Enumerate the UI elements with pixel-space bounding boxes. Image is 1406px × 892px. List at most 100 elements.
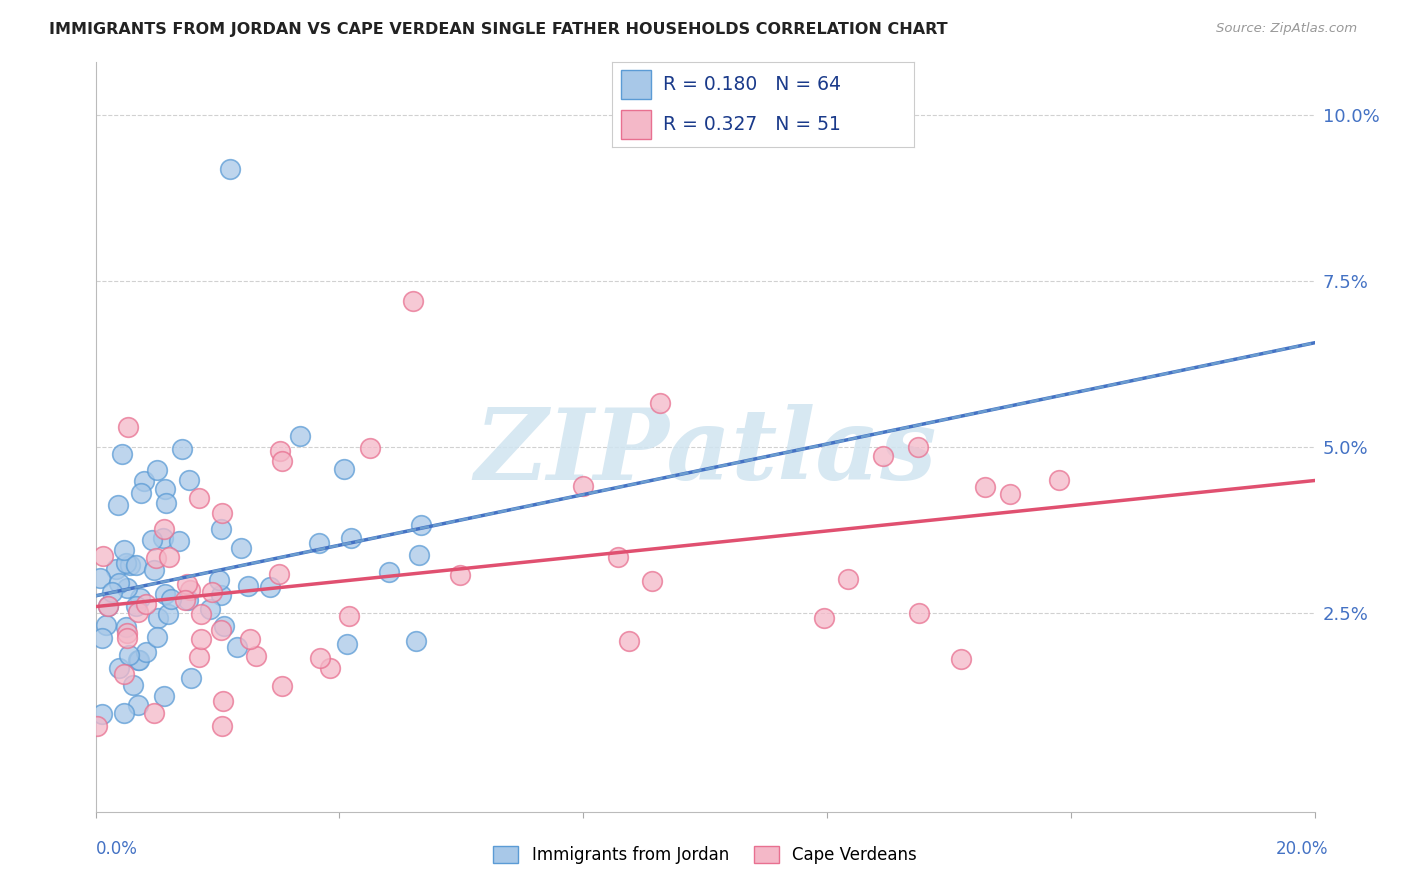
Point xyxy=(319,661,342,675)
Point xyxy=(208,574,231,588)
Point xyxy=(118,558,141,573)
Point xyxy=(259,580,281,594)
Point xyxy=(160,591,183,606)
Point xyxy=(211,506,233,520)
Point xyxy=(209,522,232,536)
Point xyxy=(212,694,235,708)
Point xyxy=(269,444,291,458)
Point xyxy=(617,633,640,648)
Point xyxy=(145,550,167,565)
Point xyxy=(907,606,929,620)
Point xyxy=(86,718,108,732)
Point xyxy=(94,618,117,632)
Point xyxy=(128,591,150,605)
Point xyxy=(267,567,290,582)
Point xyxy=(245,648,267,663)
Point xyxy=(91,549,114,563)
Legend: Immigrants from Jordan, Cape Verdeans: Immigrants from Jordan, Cape Verdeans xyxy=(486,839,924,871)
Point xyxy=(134,474,156,488)
Point xyxy=(270,679,292,693)
Point xyxy=(142,706,165,720)
Point xyxy=(115,626,138,640)
Point xyxy=(156,607,179,622)
Point xyxy=(179,582,201,597)
Point xyxy=(378,566,401,580)
Point xyxy=(152,531,174,545)
Point xyxy=(190,632,212,647)
Point xyxy=(236,579,259,593)
Text: 20.0%: 20.0% xyxy=(1277,840,1329,858)
Point xyxy=(135,597,157,611)
Point xyxy=(127,653,149,667)
Point xyxy=(188,649,211,664)
Point xyxy=(125,558,148,572)
Point xyxy=(200,585,222,599)
Text: Source: ZipAtlas.com: Source: ZipAtlas.com xyxy=(1216,22,1357,36)
Point xyxy=(226,640,249,654)
Point xyxy=(135,644,157,658)
Point xyxy=(117,420,139,434)
FancyBboxPatch shape xyxy=(620,110,651,139)
Point xyxy=(188,491,211,505)
Point xyxy=(209,624,232,638)
Point xyxy=(337,609,360,624)
Point xyxy=(648,396,671,410)
Point xyxy=(90,631,112,645)
Point xyxy=(309,650,332,665)
Point xyxy=(214,619,236,633)
Text: R = 0.327   N = 51: R = 0.327 N = 51 xyxy=(664,115,841,134)
Point xyxy=(177,592,200,607)
Point xyxy=(179,473,201,487)
Point xyxy=(174,593,197,607)
Point xyxy=(129,486,152,500)
Point xyxy=(146,463,169,477)
FancyBboxPatch shape xyxy=(620,70,651,99)
Point xyxy=(146,610,169,624)
Text: R = 0.180   N = 64: R = 0.180 N = 64 xyxy=(664,76,841,95)
Point xyxy=(239,632,262,646)
Text: 0.0%: 0.0% xyxy=(96,840,138,858)
Point xyxy=(290,428,312,442)
Point xyxy=(115,620,138,634)
Point xyxy=(152,522,174,536)
Point xyxy=(998,487,1021,501)
Point xyxy=(336,637,359,651)
Point xyxy=(606,549,628,564)
Point xyxy=(950,652,973,666)
Point xyxy=(117,582,139,596)
Point xyxy=(127,605,149,619)
Point xyxy=(813,611,835,625)
Point xyxy=(122,677,145,691)
Point xyxy=(157,550,180,565)
Point xyxy=(107,499,129,513)
Point xyxy=(89,571,111,585)
Point xyxy=(153,689,176,703)
Point xyxy=(91,706,114,721)
Point xyxy=(211,718,233,732)
Point xyxy=(405,633,427,648)
Point xyxy=(170,442,193,457)
Point xyxy=(104,562,127,576)
Point xyxy=(125,599,148,613)
Point xyxy=(155,587,177,601)
Point xyxy=(153,482,176,496)
Point xyxy=(155,495,177,509)
Point xyxy=(108,575,131,590)
Point xyxy=(128,653,150,667)
Point xyxy=(180,672,202,686)
Point xyxy=(837,572,859,586)
Point xyxy=(97,599,120,614)
Point xyxy=(112,667,135,681)
Point xyxy=(97,599,120,613)
Point xyxy=(142,563,165,577)
Point xyxy=(907,440,929,454)
Point xyxy=(271,454,294,468)
Point xyxy=(169,533,191,548)
Point xyxy=(190,607,212,621)
Point xyxy=(231,541,253,556)
Point xyxy=(112,543,135,558)
Point xyxy=(572,479,595,493)
Point xyxy=(641,574,664,588)
Point xyxy=(209,588,232,602)
Point xyxy=(111,447,134,461)
